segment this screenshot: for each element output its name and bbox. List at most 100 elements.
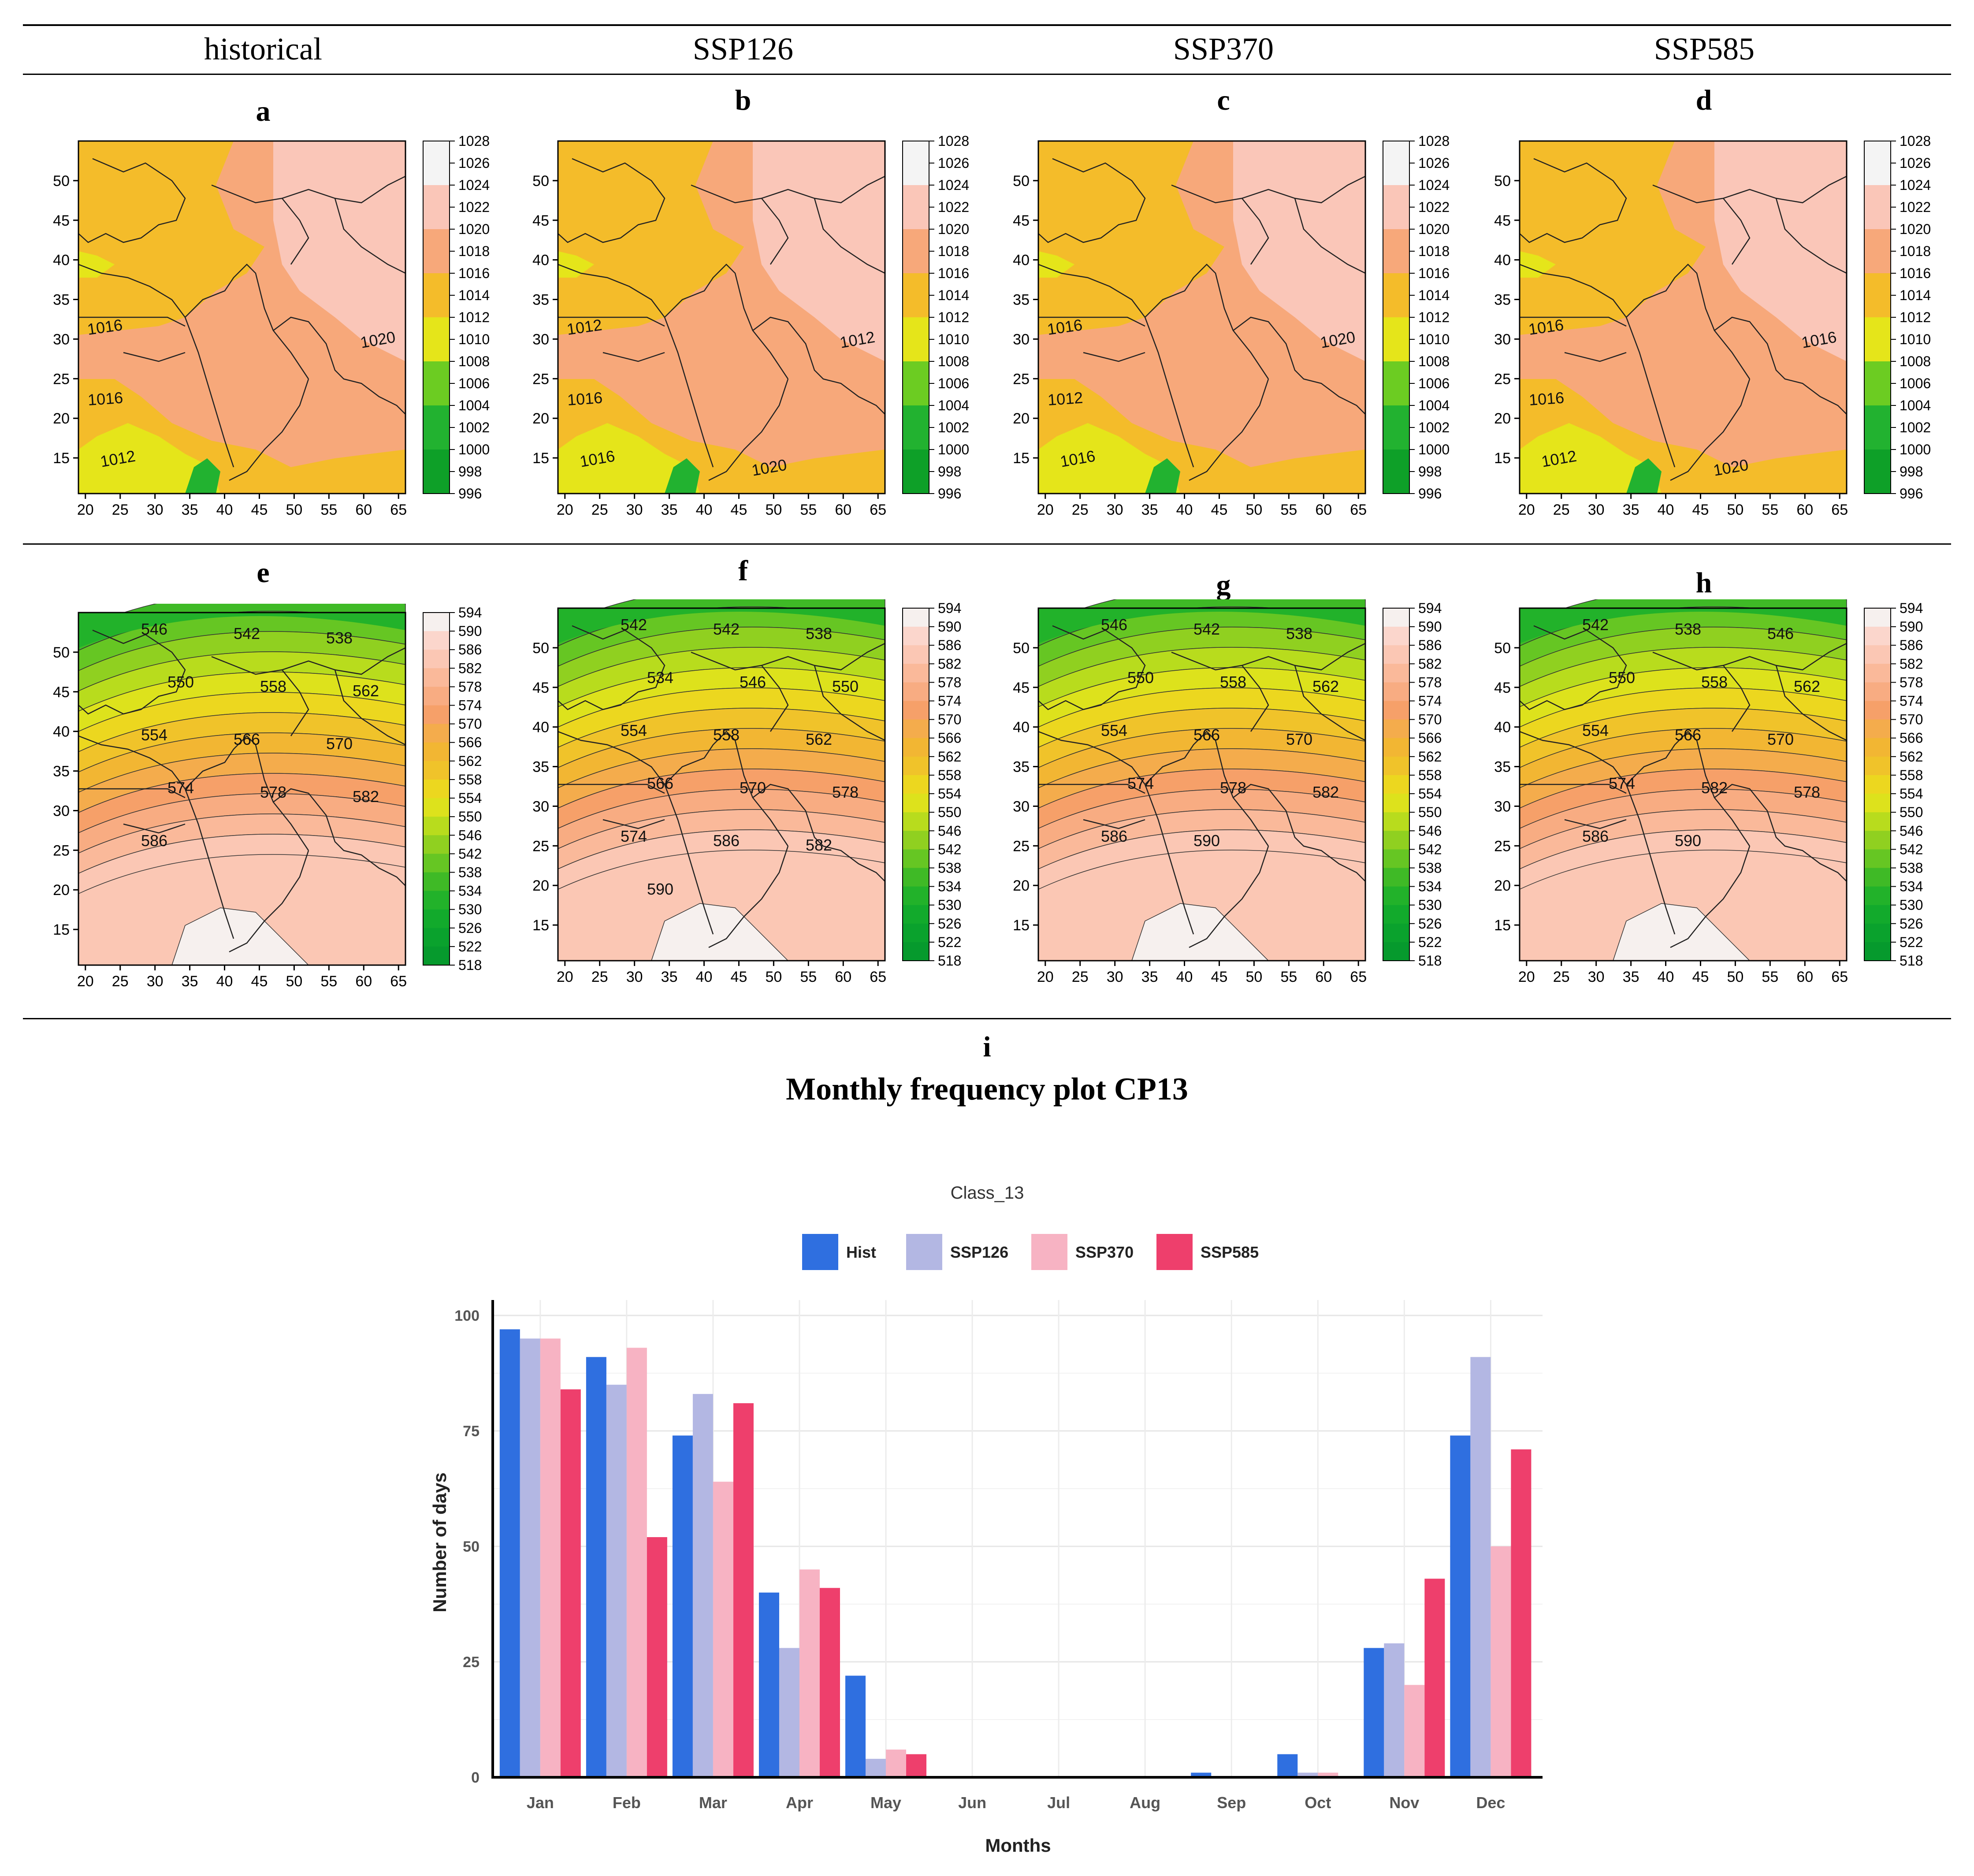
colorbar-bin: [423, 798, 450, 817]
lat-tick-label: 15: [1494, 917, 1511, 934]
coastline: [78, 629, 186, 715]
coastline: [282, 198, 309, 265]
z500-contour-label: 554: [1101, 721, 1127, 739]
z500-map-h: 542 538 546 550 558 562 554 566 570 574 582 578 586 5…: [1494, 599, 1923, 985]
colorbar-label: 1018: [458, 243, 490, 259]
colorbar-bin: [1383, 905, 1409, 924]
lon-tick-label: 60: [1315, 502, 1332, 518]
lon-tick-label: 25: [1553, 969, 1570, 985]
coastline: [1171, 643, 1366, 671]
lon-tick-label: 20: [1518, 502, 1535, 518]
x-tick-label: Apr: [786, 1794, 813, 1812]
slp-contour-label: 1016: [1528, 388, 1565, 409]
z500-contour-label: 586: [1582, 827, 1609, 845]
colorbar-bin: [1864, 923, 1891, 943]
row-divider-2: [23, 1018, 1951, 1019]
colorbar-bin: [903, 868, 929, 887]
z500-contour-label: 550: [832, 677, 859, 695]
lon-tick-label: 20: [1037, 502, 1054, 518]
colorbar-label: 574: [938, 693, 961, 709]
lon-tick-label: 50: [1245, 502, 1262, 518]
lat-tick-label: 35: [532, 759, 549, 776]
lon-tick-label: 40: [216, 973, 233, 990]
lat-tick-label: 30: [53, 802, 70, 819]
chart-title: Class_13: [951, 1183, 1024, 1203]
colorbar-bin: [1383, 608, 1409, 627]
bar-ssp370-may: [886, 1750, 907, 1777]
colorbar-bin: [903, 812, 929, 831]
colorbar-bin: [1864, 775, 1891, 794]
lon-tick-label: 45: [1211, 502, 1228, 518]
legend-label-ssp585: SSP585: [1201, 1243, 1259, 1261]
coastline: [78, 735, 234, 939]
colorbar-bin: [1864, 905, 1891, 924]
colorbar-label: 534: [458, 883, 482, 899]
z500-contour-label: 574: [167, 779, 194, 797]
coastline: [1723, 198, 1751, 265]
coastline: [1652, 643, 1847, 671]
colorbar-label: 534: [1900, 879, 1923, 895]
coastline: [1233, 316, 1366, 415]
header-bottom-rule: [23, 74, 1951, 75]
colorbar-label: 554: [458, 790, 482, 806]
lon-tick-label: 45: [1211, 969, 1228, 985]
colorbar-label: 538: [938, 860, 961, 876]
coastline: [1083, 352, 1145, 362]
colorbar-label: 1018: [1418, 243, 1450, 259]
colorbar-bin: [423, 631, 450, 650]
lon-tick-label: 45: [1692, 969, 1709, 985]
z500-contour-label: 582: [1312, 783, 1339, 801]
colorbar-label: 1006: [458, 375, 490, 391]
colorbar-label: 566: [1900, 730, 1923, 746]
colorbar-bin: [423, 872, 450, 892]
coastline: [211, 647, 406, 675]
lat-tick-label: 15: [532, 917, 549, 934]
bar-hist-nov: [1364, 1648, 1384, 1777]
colorbar-label: 542: [1418, 841, 1442, 857]
colorbar-label: 586: [1900, 637, 1923, 653]
coastline: [558, 731, 714, 935]
colorbar-bin: [903, 163, 929, 186]
lon-tick-label: 40: [1658, 502, 1674, 518]
colorbar-label: 586: [938, 637, 961, 653]
lat-tick-label: 35: [532, 292, 549, 308]
slp-fill-1004: [665, 458, 700, 494]
z500-contour-label: 542: [713, 620, 740, 638]
colorbar-label: 1012: [1900, 309, 1931, 325]
colorbar-label: 1022: [1900, 199, 1931, 215]
coastline: [1038, 158, 1146, 243]
colorbar-label: 522: [458, 939, 482, 955]
colorbar-bin: [903, 608, 929, 627]
colorbar-bin: [903, 738, 929, 757]
colorbar-bin: [1383, 719, 1409, 739]
colorbar-label: 590: [938, 619, 961, 635]
lon-tick-label: 60: [355, 502, 372, 518]
colorbar-bin: [903, 472, 929, 494]
colorbar-bin: [1383, 449, 1409, 472]
lon-tick-label: 55: [800, 502, 817, 518]
lat-tick-label: 25: [53, 371, 70, 387]
z500-contour-label: 578: [832, 783, 859, 801]
bar-ssp370-jan: [540, 1338, 561, 1777]
colorbar-bin: [903, 682, 929, 702]
coastline: [1714, 316, 1847, 415]
slp-fill-aegean: [558, 251, 594, 278]
z500-contour-label: 586: [141, 832, 167, 850]
lat-tick-label: 35: [53, 763, 70, 780]
coastline: [1242, 665, 1269, 732]
chart-bars: [499, 1329, 1532, 1777]
z500-contour-label: 570: [326, 735, 353, 753]
colorbar-label: 594: [1900, 600, 1923, 616]
lon-tick-label: 35: [1141, 502, 1158, 518]
colorbar-label: 546: [458, 827, 482, 843]
coastline: [1145, 264, 1269, 379]
bar-ssp370-nov: [1404, 1685, 1425, 1777]
lat-tick-label: 40: [1494, 252, 1511, 269]
colorbar-bin: [423, 383, 450, 406]
lon-tick-label: 55: [320, 502, 337, 518]
colorbar-label: 530: [1418, 897, 1442, 913]
coastline: [78, 316, 186, 327]
lon-tick-label: 20: [1037, 969, 1054, 985]
colorbar-bin: [903, 317, 929, 340]
coastline: [1670, 379, 1751, 481]
